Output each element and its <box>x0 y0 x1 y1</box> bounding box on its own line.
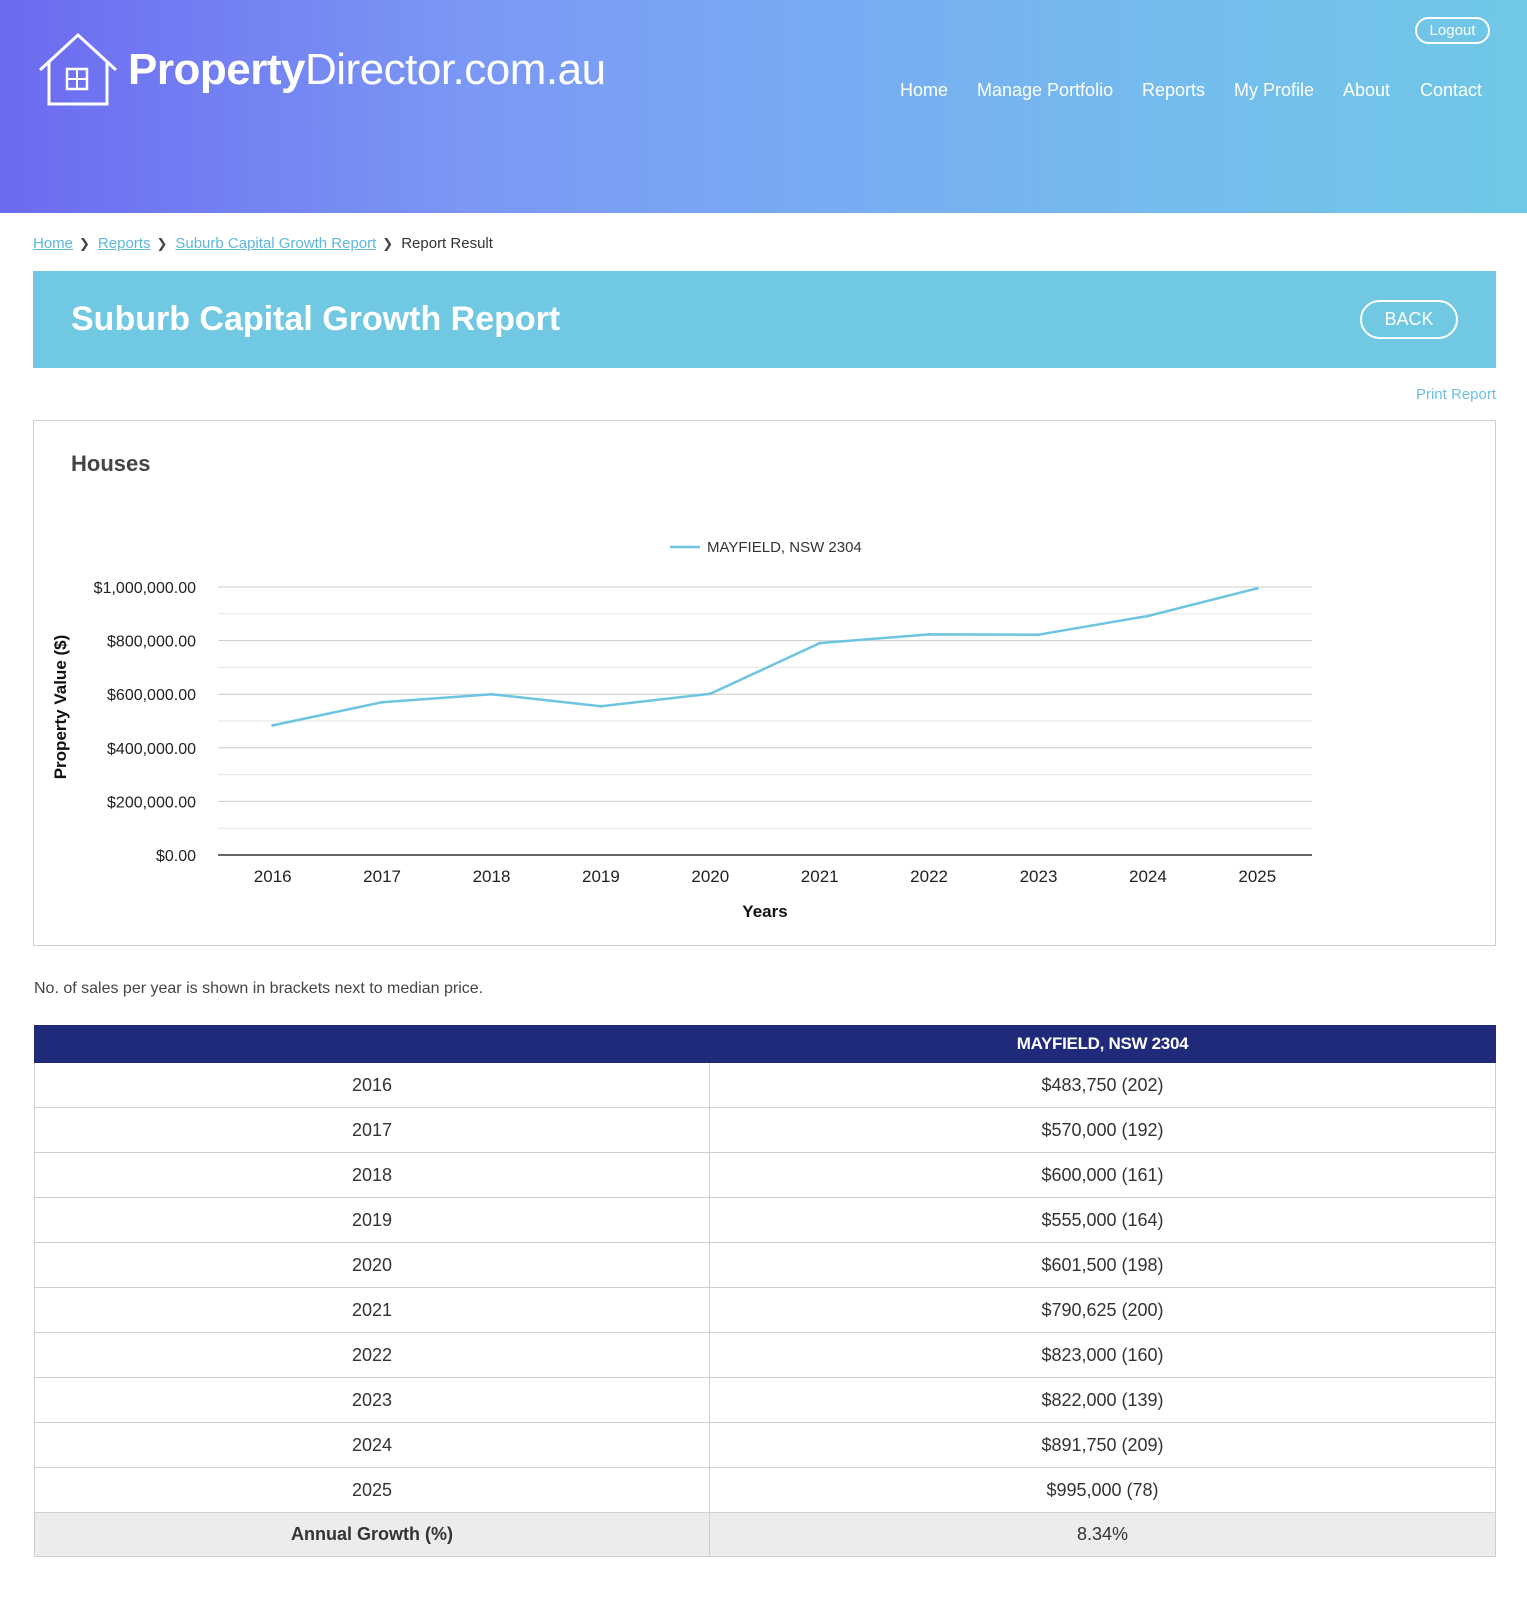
table-cell-value: $822,000 (139) <box>709 1377 1496 1423</box>
nav-my-profile[interactable]: My Profile <box>1234 80 1315 100</box>
table-cell-year: 2022 <box>34 1332 710 1378</box>
table-total-row: Annual Growth (%) 8.34% <box>34 1512 1496 1557</box>
y-axis-title: Property Value ($) <box>51 635 70 780</box>
table-cell-value: $570,000 (192) <box>709 1107 1496 1153</box>
table-cell-value: $483,750 (202) <box>709 1062 1496 1108</box>
x-tick-label: 2019 <box>582 867 620 886</box>
nav-manage-portfolio[interactable]: Manage Portfolio <box>977 80 1114 100</box>
title-banner: Suburb Capital Growth Report BACK <box>33 271 1496 368</box>
table-cell-year: 2023 <box>34 1377 710 1423</box>
table-row: 2025 $995,000 (78) <box>34 1467 1496 1513</box>
table-cell-year: 2020 <box>34 1242 710 1288</box>
breadcrumb: Home ❯ Reports ❯ Suburb Capital Growth R… <box>33 235 493 252</box>
chevron-right-icon: ❯ <box>382 235 394 251</box>
nav-reports[interactable]: Reports <box>1142 80 1206 100</box>
breadcrumb-current: Report Result <box>401 235 493 252</box>
table-row: 2018 $600,000 (161) <box>34 1152 1496 1198</box>
table-cell-value: $995,000 (78) <box>709 1467 1496 1513</box>
brand-name-bold: Property <box>128 45 305 94</box>
chart-panel: Houses $0.00 $200,000.00 $400,000.00 $600,0… <box>33 420 1496 946</box>
annual-growth-value: 8.34% <box>709 1512 1496 1557</box>
nav-home[interactable]: Home <box>900 80 949 100</box>
series-line-mayfield <box>272 587 1258 727</box>
data-point <box>1037 633 1040 637</box>
data-point <box>708 692 712 696</box>
y-tick-label: $600,000.00 <box>107 687 196 704</box>
table-header-year <box>34 1025 710 1063</box>
y-tick-label: $400,000.00 <box>107 741 196 758</box>
x-tick-label: 2020 <box>691 867 729 886</box>
table-row: 2021 $790,625 (200) <box>34 1287 1496 1333</box>
table-cell-value: $790,625 (200) <box>709 1287 1496 1333</box>
site-logo[interactable]: PropertyDirector.com.au <box>38 30 606 110</box>
print-report-link[interactable]: Print Report <box>1415 386 1496 403</box>
brand-name: PropertyDirector.com.au <box>128 48 606 92</box>
x-tick-label: 2023 <box>1020 867 1058 886</box>
brand-name-rest: Director.com.au <box>304 45 606 94</box>
data-point <box>380 700 384 704</box>
x-tick-label: 2025 <box>1238 867 1276 886</box>
table-cell-year: 2025 <box>34 1467 710 1513</box>
table-row: 2020 $601,500 (198) <box>34 1242 1496 1288</box>
nav-contact[interactable]: Contact <box>1420 80 1483 100</box>
data-point <box>271 723 275 727</box>
table-cell-year: 2024 <box>34 1422 710 1468</box>
table-row: 2017 $570,000 (192) <box>34 1107 1496 1153</box>
chevron-right-icon: ❯ <box>156 235 168 251</box>
data-point <box>1146 614 1150 618</box>
x-tick-label: 2022 <box>910 867 948 886</box>
x-tick-label: 2017 <box>363 867 401 886</box>
y-tick-label: $0.00 <box>156 848 196 865</box>
x-tick-label: 2021 <box>801 867 839 886</box>
table-row: 2016 $483,750 (202) <box>34 1062 1496 1108</box>
x-tick-label: 2024 <box>1129 867 1167 886</box>
table-row: 2019 $555,000 (164) <box>34 1197 1496 1243</box>
x-axis-title: Years <box>742 902 787 921</box>
data-point <box>490 692 493 696</box>
page-title: Suburb Capital Growth Report <box>71 300 561 338</box>
table-header-suburb: MAYFIELD, NSW 2304 <box>709 1025 1496 1063</box>
data-point <box>927 632 931 636</box>
y-tick-label: $1,000,000.00 <box>94 580 196 597</box>
main-nav: Home Manage Portfolio Reports My Profile… <box>0 80 1527 104</box>
table-row: 2023 $822,000 (139) <box>34 1377 1496 1423</box>
y-tick-label: $800,000.00 <box>107 634 196 651</box>
table-row: 2022 $823,000 (160) <box>34 1332 1496 1378</box>
chart-heading: Houses <box>71 451 151 476</box>
table-cell-value: $601,500 (198) <box>709 1242 1496 1288</box>
table-cell-value: $600,000 (161) <box>709 1152 1496 1198</box>
data-point <box>818 641 822 645</box>
table-header-row: MAYFIELD, NSW 2304 <box>34 1025 1496 1063</box>
chevron-right-icon: ❯ <box>79 235 90 251</box>
nav-about[interactable]: About <box>1343 80 1391 100</box>
table-cell-year: 2019 <box>34 1197 710 1243</box>
table-row: 2024 $891,750 (209) <box>34 1422 1496 1468</box>
breadcrumb-report[interactable]: Suburb Capital Growth Report <box>175 235 377 252</box>
table-cell-year: 2016 <box>34 1062 710 1108</box>
data-point <box>599 704 603 708</box>
data-point <box>1255 586 1259 590</box>
line-chart: $0.00 $200,000.00 $400,000.00 $600,000.00 $8… <box>51 539 1312 921</box>
legend-label: MAYFIELD, NSW 2304 <box>707 539 862 556</box>
table-cell-year: 2018 <box>34 1152 710 1198</box>
site-header: PropertyDirector.com.au Logout Home Mana… <box>0 0 1527 213</box>
growth-table: MAYFIELD, NSW 2304 2016 $483,750 (202) 20… <box>34 1025 1496 1557</box>
x-tick-label: 2018 <box>473 867 511 886</box>
breadcrumb-reports[interactable]: Reports <box>97 235 151 252</box>
table-cell-year: 2017 <box>34 1107 710 1153</box>
sales-note: No. of sales per year is shown in bracke… <box>34 980 484 997</box>
table-cell-value: $891,750 (209) <box>709 1422 1496 1468</box>
x-tick-label: 2016 <box>254 867 292 886</box>
table-cell-value: $823,000 (160) <box>709 1332 1496 1378</box>
back-button[interactable]: BACK <box>1360 300 1458 339</box>
logout-button[interactable]: Logout <box>1415 17 1490 44</box>
breadcrumb-home[interactable]: Home <box>33 235 74 252</box>
house-logo-icon <box>38 32 118 106</box>
table-cell-value: $555,000 (164) <box>709 1197 1496 1243</box>
annual-growth-label: Annual Growth (%) <box>34 1512 710 1557</box>
table-cell-year: 2021 <box>34 1287 710 1333</box>
y-tick-label: $200,000.00 <box>107 794 196 811</box>
